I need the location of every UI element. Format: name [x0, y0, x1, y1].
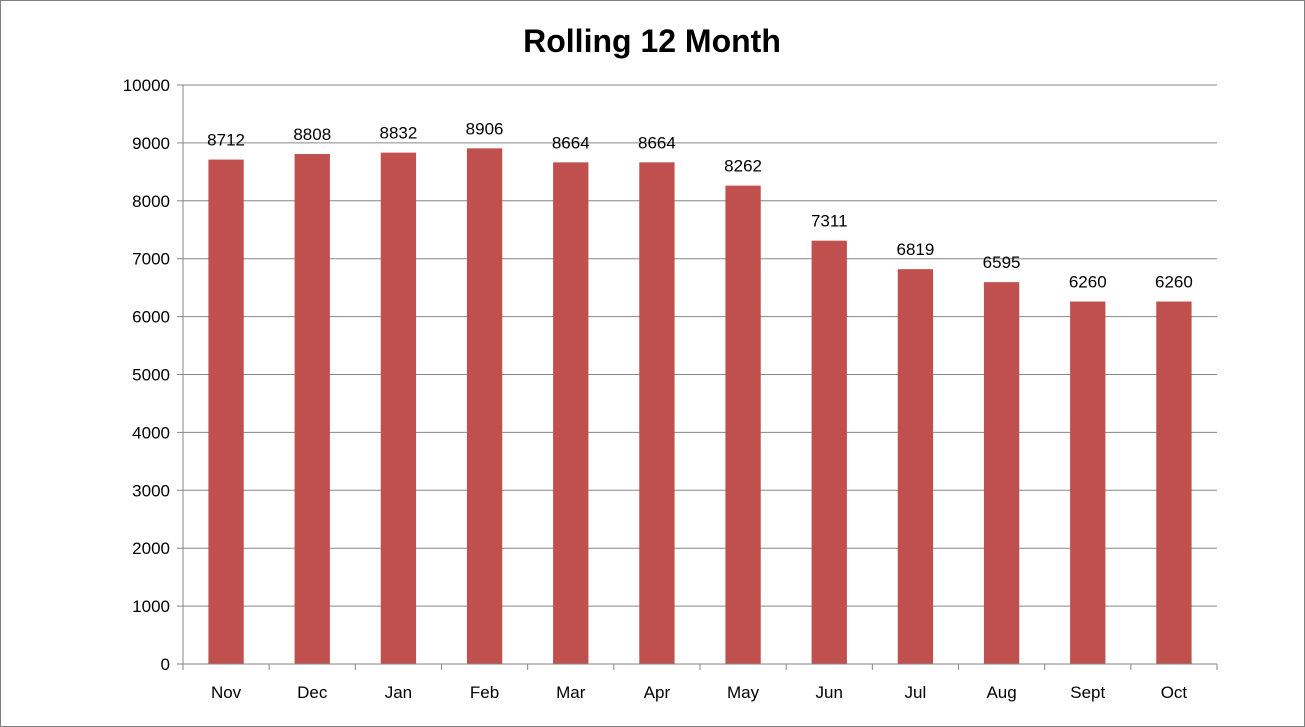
- data-label: 7311: [811, 212, 848, 231]
- bar: [811, 240, 847, 664]
- chart-title: Rolling 12 Month: [523, 23, 781, 59]
- bar: [1156, 301, 1192, 664]
- bar: [208, 159, 244, 664]
- x-tick-label: Dec: [297, 683, 328, 702]
- data-labels: 8712 8808 8832 8906 8664 8664 8262 7311 6819 6595…: [207, 119, 1193, 291]
- data-label: 6260: [1155, 273, 1193, 292]
- bar: [380, 152, 417, 664]
- data-label: 8262: [724, 157, 762, 176]
- bar: [553, 162, 589, 664]
- x-tick-label: Feb: [470, 683, 499, 702]
- y-tick-label: 4000: [132, 423, 170, 442]
- x-tick-label: Sept: [1070, 683, 1105, 702]
- data-label: 8906: [466, 119, 504, 138]
- x-tick-label: Jun: [816, 683, 843, 702]
- bar: [294, 154, 330, 665]
- data-label: 6595: [983, 253, 1021, 272]
- data-label: 6260: [1069, 273, 1107, 292]
- data-label: 8664: [638, 133, 676, 152]
- data-label: 6819: [897, 240, 935, 259]
- gridlines: [183, 84, 1217, 607]
- data-label: 8664: [552, 133, 590, 152]
- x-tick-label: Jul: [905, 683, 927, 702]
- y-tick-label: 10000: [123, 76, 170, 95]
- y-tick-label: 7000: [132, 250, 170, 269]
- x-tick-label: Oct: [1161, 683, 1188, 702]
- y-tick-label: 3000: [132, 481, 170, 500]
- data-label: 8712: [207, 131, 245, 150]
- x-tick-label: Jan: [385, 683, 412, 702]
- data-label: 8808: [293, 125, 331, 144]
- bars: [208, 148, 1192, 665]
- x-tick-label: Mar: [556, 683, 586, 702]
- x-tick-label: May: [727, 683, 760, 702]
- y-tick-label: 1000: [132, 597, 170, 616]
- bar: [725, 185, 761, 665]
- bar: [466, 148, 503, 665]
- data-label: 8832: [380, 124, 418, 143]
- y-tick-label: 2000: [132, 539, 170, 558]
- x-tick-label: Aug: [986, 683, 1016, 702]
- y-tick-label: 5000: [132, 366, 170, 385]
- y-tick-label: 6000: [132, 308, 170, 327]
- axes: 0 1000 2000 3000 4000 5000 6000 7000 8000 9000 100…: [123, 76, 1218, 702]
- y-tick-label: 0: [161, 655, 170, 674]
- bar: [639, 162, 675, 664]
- bar: [1070, 301, 1106, 664]
- bar: [983, 282, 1020, 664]
- x-tick-label: Nov: [211, 683, 242, 702]
- x-tick-label: Apr: [644, 683, 671, 702]
- bar: [897, 269, 934, 664]
- y-tick-label: 9000: [132, 134, 170, 153]
- y-tick-label: 8000: [132, 192, 170, 211]
